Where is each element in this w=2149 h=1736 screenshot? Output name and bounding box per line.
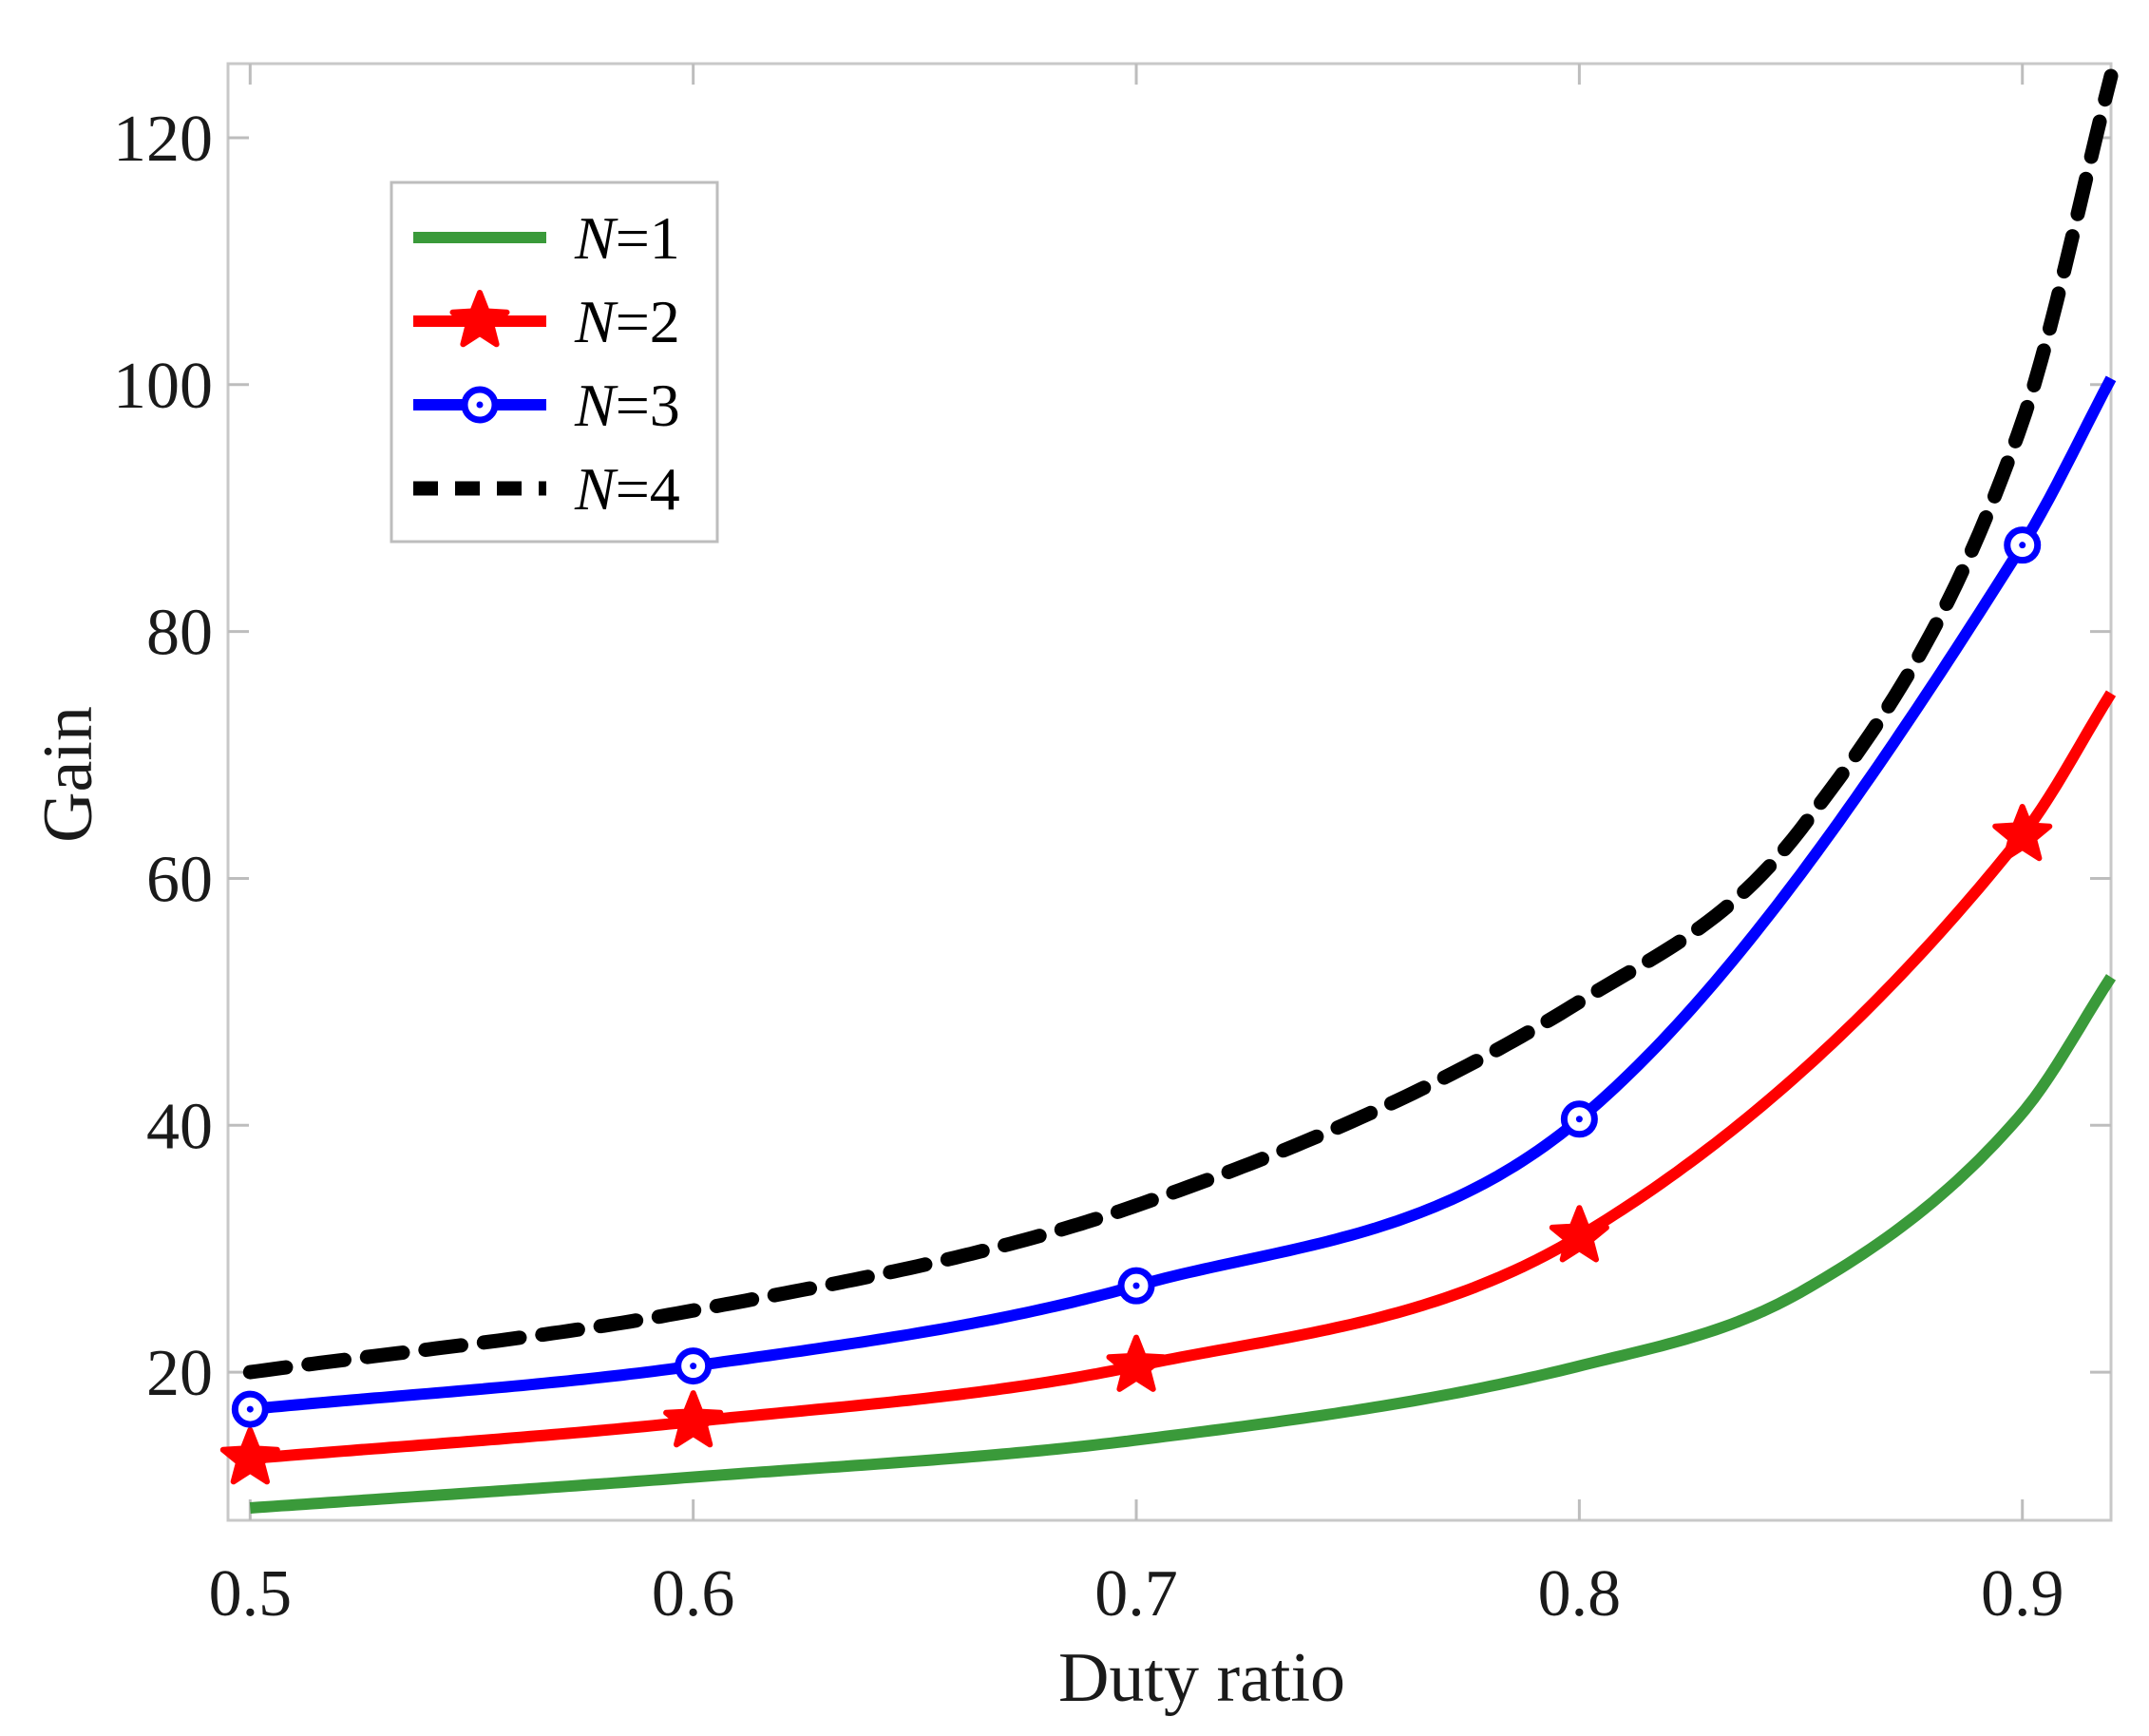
data-point-n3: [2004, 526, 2042, 564]
legend-item-n3: N=3: [413, 372, 680, 439]
marker-layer: [219, 526, 2053, 1485]
x-tick-label: 0.7: [1094, 1557, 1178, 1631]
data-point-n2: [219, 1427, 280, 1485]
plot-frame: [226, 62, 2113, 1522]
series-layer: [242, 68, 2119, 1514]
data-point-n2: [663, 1390, 724, 1448]
data-point-n3: [1117, 1267, 1155, 1305]
legend-marker-n2: [449, 290, 510, 348]
x-tick-label: 0.6: [652, 1557, 735, 1631]
data-point-n3: [1560, 1100, 1598, 1138]
plot-border: [226, 62, 2113, 1522]
y-axis-title: Gain: [29, 706, 107, 843]
x-tick-label: 0.5: [209, 1557, 293, 1631]
series-line-n3: [249, 375, 2117, 1416]
data-point-n3: [231, 1390, 269, 1428]
x-axis-title: Duty ratio: [1058, 1639, 1345, 1717]
data-point-n3: [675, 1347, 713, 1385]
y-axis-ticks: 20 40 60 80 100 120: [113, 103, 2111, 1410]
legend-label-n4: N=4: [574, 455, 680, 523]
legend-marker-n3: [461, 386, 499, 424]
y-tick-label: 40: [146, 1090, 213, 1163]
data-point-n2: [1992, 804, 2053, 862]
data-point-n2: [1549, 1205, 1609, 1263]
legend-label-n2: N=2: [574, 288, 680, 355]
legend-item-n4: N=4: [413, 455, 680, 523]
legend: N=1 N=2 N=3 N=4: [390, 181, 719, 544]
data-point-n2: [1106, 1334, 1167, 1392]
legend-label-n3: N=3: [574, 372, 680, 439]
legend-item-n1: N=1: [413, 204, 680, 272]
x-tick-label: 0.8: [1538, 1557, 1622, 1631]
y-tick-label: 100: [113, 350, 213, 423]
series-line-n2: [249, 690, 2117, 1464]
y-tick-label: 60: [146, 843, 213, 916]
y-tick-label: 80: [146, 597, 213, 670]
y-tick-label: 120: [113, 103, 213, 176]
y-tick-label: 20: [146, 1337, 213, 1410]
x-axis-ticks: 0.5 0.6 0.7 0.8 0.9: [209, 64, 2064, 1631]
series-line-n4: [242, 68, 2119, 1380]
legend-label-n1: N=1: [574, 204, 680, 272]
legend-item-n2: N=2: [413, 288, 680, 355]
x-tick-label: 0.9: [1981, 1557, 2064, 1631]
series-line-n1: [249, 974, 2117, 1514]
